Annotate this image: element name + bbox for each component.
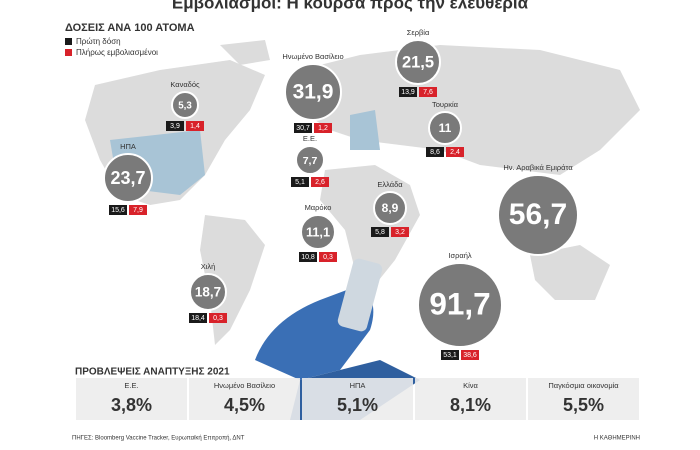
first-dose: 8,6 — [430, 149, 440, 156]
bubble — [497, 174, 579, 256]
forecast-value: 3,8% — [111, 395, 152, 415]
country-name: Ε.Ε. — [303, 134, 317, 143]
first-dose-box — [109, 205, 127, 215]
first-dose: 13,9 — [401, 89, 415, 96]
country-name: ΗΠΑ — [120, 142, 136, 151]
full-dose: 3,2 — [395, 229, 405, 236]
full-dose-box — [209, 313, 227, 323]
bubble — [395, 39, 441, 85]
country-name: Ην. Αραβικά Εμιράτα — [503, 163, 573, 172]
legend-swatch — [65, 49, 72, 56]
country-name: Ισραήλ — [448, 251, 471, 260]
bubble — [295, 145, 325, 175]
forecast-value: 5,1% — [337, 395, 378, 415]
full-dose: 0,3 — [213, 315, 223, 322]
first-dose: 3,9 — [170, 123, 180, 130]
bubble-value: 5,3 — [178, 101, 192, 112]
first-dose-box — [294, 123, 312, 133]
first-dose-box — [299, 252, 317, 262]
bubble — [171, 91, 199, 119]
country-name: Σερβία — [407, 28, 430, 37]
bubble-value: 56,7 — [509, 198, 567, 231]
forecast-value: 5,5% — [563, 395, 604, 415]
bubble-value: 8,9 — [382, 201, 399, 215]
first-dose: 5,1 — [295, 179, 305, 186]
forecast-box — [302, 378, 413, 420]
forecast-box — [415, 378, 526, 420]
bubble-value: 31,9 — [293, 81, 334, 104]
bubble — [428, 111, 462, 145]
full-dose-box — [419, 87, 437, 97]
brand: Η ΚΑΘΗΜΕΡΙΝΗ — [594, 436, 640, 442]
first-dose-box — [371, 227, 389, 237]
bubble-value: 7,7 — [303, 155, 318, 167]
full-dose-box — [319, 252, 337, 262]
bubble-value: 11 — [439, 121, 452, 135]
bubble-value: 18,7 — [195, 285, 221, 300]
forecast-box — [76, 378, 187, 420]
full-dose: 2,6 — [315, 179, 325, 186]
forecast-value: 8,1% — [450, 395, 491, 415]
full-dose-box — [446, 147, 464, 157]
forecast-box — [528, 378, 639, 420]
bubble — [103, 153, 153, 203]
full-dose-box — [129, 205, 147, 215]
forecast-label: Ε.Ε. — [124, 381, 138, 390]
first-dose: 10,8 — [301, 254, 315, 261]
first-dose: 18,4 — [191, 315, 205, 322]
bubble — [284, 63, 342, 121]
country-name: Χιλή — [201, 262, 216, 271]
bubble-value: 21,5 — [402, 53, 434, 71]
bubble-value: 23,7 — [110, 168, 145, 188]
forecast-value: 4,5% — [224, 395, 265, 415]
forecast-box — [189, 378, 300, 420]
first-dose-box — [441, 350, 459, 360]
first-dose: 5,8 — [375, 229, 385, 236]
source: ΠΗΓΕΣ: Bloomberg Vaccine Tracker, Ευρωπα… — [72, 435, 245, 442]
first-dose-box — [291, 177, 309, 187]
first-dose: 53,1 — [443, 352, 457, 359]
full-dose-box — [391, 227, 409, 237]
full-dose: 1,4 — [190, 123, 200, 130]
full-dose-box — [461, 350, 479, 360]
forecast-label: ΗΠΑ — [350, 381, 366, 390]
full-dose-box — [314, 123, 332, 133]
first-dose-box — [166, 121, 184, 131]
bubble — [300, 214, 336, 250]
forecast-title: ΠΡΟΒΛΕΨΕΙΣ ΑΝΑΠΤΥΞΗΣ 2021 — [75, 367, 230, 378]
bubble — [189, 273, 227, 311]
full-dose: 1,2 — [318, 125, 328, 132]
full-dose: 7,6 — [423, 89, 433, 96]
first-dose-box — [426, 147, 444, 157]
legend-label: Πρώτη δόση — [76, 37, 121, 46]
legend-label: Πλήρως εμβολιασμένοι — [76, 48, 158, 57]
forecast-label: Κίνα — [463, 381, 478, 390]
legend-swatch — [65, 38, 72, 45]
country-name: Τουρκία — [432, 100, 459, 109]
bubble-value: 11,1 — [306, 224, 330, 239]
first-dose-box — [189, 313, 207, 323]
first-dose-box — [399, 87, 417, 97]
forecast-label: Παγκόσμια οικονομία — [548, 381, 619, 390]
full-dose: 38,6 — [463, 352, 477, 359]
country-name: Μαρόκο — [305, 203, 332, 212]
country-name: Καναδός — [170, 80, 200, 89]
first-dose: 30,7 — [296, 125, 310, 132]
full-dose: 7,9 — [133, 207, 143, 214]
full-dose: 2,4 — [450, 149, 460, 156]
title: Εμβολιασμοί: Η κούρσα προς την ελευθερία — [172, 0, 529, 12]
full-dose-box — [186, 121, 204, 131]
country-name: Ελλάδα — [377, 180, 403, 189]
forecast-label: Ηνωμένο Βασίλειο — [214, 381, 275, 390]
full-dose: 0,3 — [323, 254, 333, 261]
bubble — [417, 262, 503, 348]
first-dose: 15,6 — [111, 207, 125, 214]
full-dose-box — [311, 177, 329, 187]
country-name: Ηνωμένο Βασίλειο — [282, 52, 343, 61]
bubble-value: 91,7 — [429, 285, 490, 321]
subtitle: ΔΟΣΕΙΣ ΑΝΑ 100 ΑΤΟΜΑ — [65, 22, 195, 34]
bubble — [373, 191, 407, 225]
